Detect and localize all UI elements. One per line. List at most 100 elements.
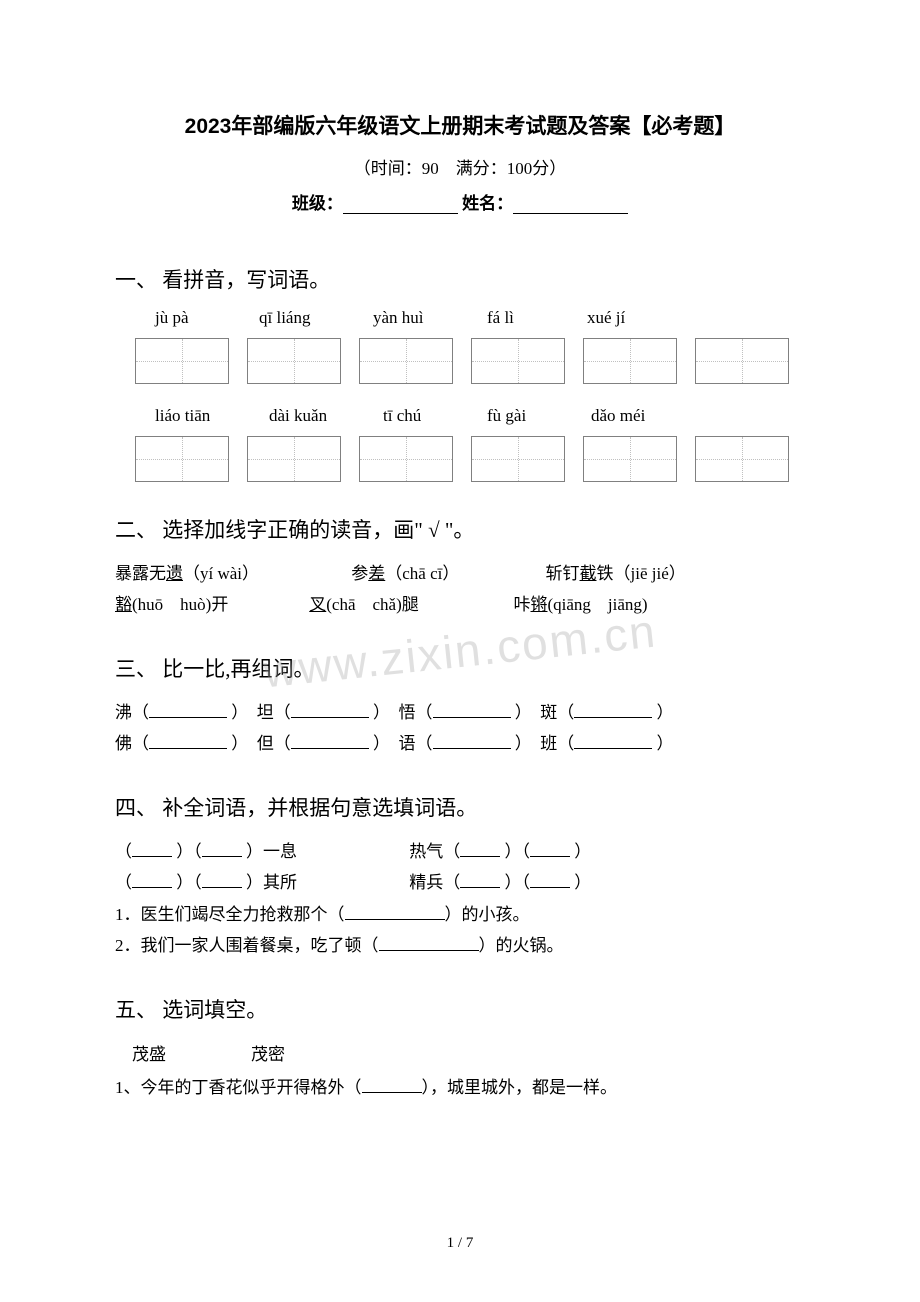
section-3-row1: 沸（ ） 坦（ ） 悟（ ） 斑（ ） bbox=[115, 697, 805, 728]
fill-blank[interactable] bbox=[460, 840, 500, 857]
section-5-q1: 1、今年的丁香花似乎开得格外（ ），城里城外，都是一样。 bbox=[115, 1072, 805, 1103]
text: 热气（ bbox=[409, 842, 460, 861]
pinyin: dǎo méi bbox=[591, 406, 675, 426]
writing-box[interactable] bbox=[695, 338, 789, 384]
fill-blank[interactable] bbox=[149, 701, 227, 718]
writing-box-row-2 bbox=[135, 436, 805, 482]
pinyin: jù pà bbox=[155, 308, 229, 328]
pinyin: tī chú bbox=[383, 406, 457, 426]
text: 精兵（ bbox=[409, 873, 460, 892]
pinyin: xué jí bbox=[587, 308, 661, 328]
fill-blank[interactable] bbox=[132, 871, 172, 888]
exam-subtitle: （时间：90 满分：100分） bbox=[115, 154, 805, 179]
section-4-q2: 2．我们一家人围着餐桌，吃了顿（）的火锅。 bbox=[115, 930, 805, 961]
text: (huō huò)开 bbox=[132, 595, 228, 614]
writing-box[interactable] bbox=[471, 338, 565, 384]
fill-blank[interactable] bbox=[433, 701, 511, 718]
pinyin-row-1: jù pà qī liáng yàn huì fá lì xué jí bbox=[155, 308, 805, 328]
writing-box[interactable] bbox=[583, 436, 677, 482]
pinyin: fá lì bbox=[487, 308, 557, 328]
text: 斩钉 bbox=[546, 564, 580, 583]
name-label: 姓名： bbox=[462, 194, 513, 213]
text: ） bbox=[657, 734, 674, 753]
writing-box[interactable] bbox=[135, 436, 229, 482]
text: （ bbox=[115, 842, 132, 861]
fill-blank[interactable] bbox=[345, 903, 445, 920]
section-4-line2: （ ）（ ）其所 精兵（ ）（ ） bbox=[115, 867, 805, 898]
text: 1．医生们竭尽全力抢救那个（ bbox=[115, 905, 345, 924]
section-2-line1: 暴露无遗（yí wài） 参差（chā cī） 斩钉截铁（jiē jié） bbox=[115, 558, 805, 589]
pinyin: qī liáng bbox=[259, 308, 343, 328]
underlined-char: 锵 bbox=[531, 595, 548, 614]
fill-blank[interactable] bbox=[460, 871, 500, 888]
underlined-char: 豁 bbox=[115, 595, 132, 614]
text: ） bbox=[574, 842, 591, 861]
underlined-char: 叉 bbox=[309, 595, 326, 614]
section-4-heading: 四、 补全词语，并根据句意选填词语。 bbox=[115, 792, 805, 822]
text: 咔 bbox=[514, 595, 531, 614]
fill-blank[interactable] bbox=[362, 1076, 422, 1093]
fill-blank[interactable] bbox=[291, 701, 369, 718]
text: ） 但（ bbox=[231, 734, 291, 753]
section-1-heading: 一、 看拼音，写词语。 bbox=[115, 264, 805, 294]
section-5-heading: 五、 选词填空。 bbox=[115, 994, 805, 1024]
writing-box[interactable] bbox=[695, 436, 789, 482]
pinyin: dài kuǎn bbox=[269, 406, 353, 426]
text: （ bbox=[115, 873, 132, 892]
writing-box[interactable] bbox=[583, 338, 677, 384]
fill-blank[interactable] bbox=[149, 732, 227, 749]
fill-blank[interactable] bbox=[132, 840, 172, 857]
fill-blank[interactable] bbox=[574, 732, 652, 749]
underlined-char: 遗 bbox=[166, 564, 183, 583]
fill-blank[interactable] bbox=[379, 934, 479, 951]
underlined-char: 差 bbox=[368, 564, 385, 583]
fill-blank[interactable] bbox=[202, 871, 242, 888]
text: ）（ bbox=[176, 842, 202, 861]
writing-box[interactable] bbox=[359, 436, 453, 482]
exam-title: 2023年部编版六年级语文上册期末考试题及答案【必考题】 bbox=[115, 110, 805, 140]
fill-blank[interactable] bbox=[433, 732, 511, 749]
text: ）其所 bbox=[246, 873, 297, 892]
section-3-heading: 三、 比一比,再组词。 bbox=[115, 653, 805, 683]
fill-blank[interactable] bbox=[202, 840, 242, 857]
fill-blank[interactable] bbox=[530, 840, 570, 857]
fill-blank[interactable] bbox=[291, 732, 369, 749]
writing-box[interactable] bbox=[247, 338, 341, 384]
name-blank[interactable] bbox=[513, 213, 628, 214]
section-4-q1: 1．医生们竭尽全力抢救那个（ ）的小孩。 bbox=[115, 899, 805, 930]
text: ），城里城外，都是一样。 bbox=[422, 1078, 618, 1097]
text: （chā cī） bbox=[385, 564, 459, 583]
fill-blank[interactable] bbox=[530, 871, 570, 888]
section-4-line1: （ ）（ ）一息 热气（ ）（ ） bbox=[115, 836, 805, 867]
text: ）（ bbox=[176, 873, 202, 892]
writing-box[interactable] bbox=[359, 338, 453, 384]
writing-box[interactable] bbox=[247, 436, 341, 482]
text: ） bbox=[657, 703, 674, 722]
class-name-row: 班级： 姓名： bbox=[115, 189, 805, 214]
text: (qiāng jiāng) bbox=[548, 595, 648, 614]
text: 1、今年的丁香花似乎开得格外（ bbox=[115, 1078, 362, 1097]
text: ）一息 bbox=[246, 842, 297, 861]
text: ） bbox=[574, 873, 591, 892]
class-blank[interactable] bbox=[343, 213, 458, 214]
text: 暴露无 bbox=[115, 564, 166, 583]
writing-box[interactable] bbox=[135, 338, 229, 384]
writing-box[interactable] bbox=[471, 436, 565, 482]
text: 参 bbox=[351, 564, 368, 583]
text: ） 坦（ bbox=[231, 703, 291, 722]
writing-box-row-1 bbox=[135, 338, 805, 384]
fill-blank[interactable] bbox=[574, 701, 652, 718]
text: ）（ bbox=[505, 873, 531, 892]
section-5-options: 茂盛 茂密 bbox=[115, 1038, 805, 1072]
pinyin: yàn huì bbox=[373, 308, 457, 328]
text: 沸（ bbox=[115, 703, 149, 722]
text: ） 班（ bbox=[515, 734, 575, 753]
text: ） 斑（ bbox=[515, 703, 575, 722]
underlined-char: 截 bbox=[580, 564, 597, 583]
page-number: 1 / 7 bbox=[0, 1235, 920, 1252]
pinyin: liáo tiān bbox=[155, 406, 239, 426]
class-label: 班级： bbox=[292, 194, 343, 213]
text: ） 悟（ bbox=[373, 703, 433, 722]
text: ） 语（ bbox=[373, 734, 433, 753]
text: ）的小孩。 bbox=[445, 905, 530, 924]
